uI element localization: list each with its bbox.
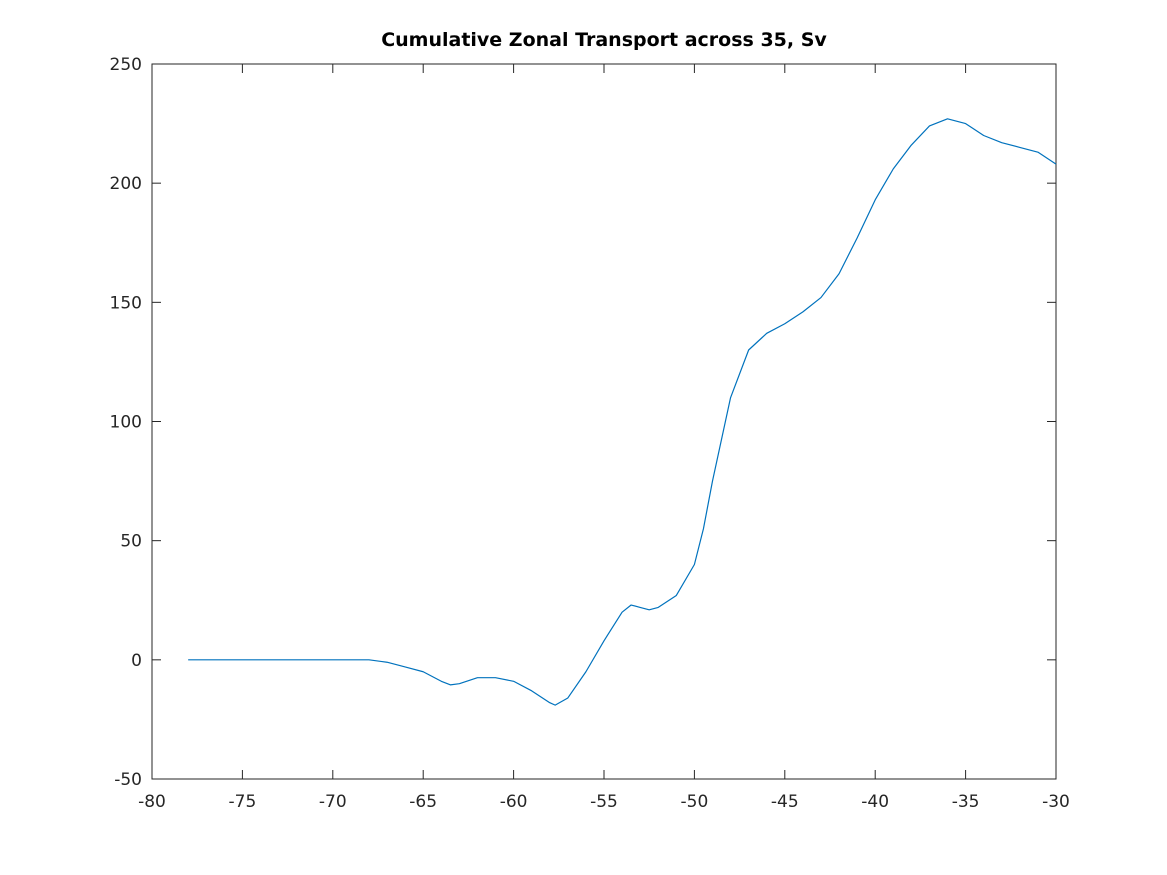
data-line: [188, 118, 1057, 706]
y-tick-label: 0: [131, 651, 142, 671]
x-tick-label: -35: [952, 792, 980, 812]
y-tick-label: 250: [110, 55, 142, 75]
y-tick-label: -50: [114, 770, 142, 790]
x-tick-label: -70: [319, 792, 347, 812]
chart-title: Cumulative Zonal Transport across 35, Sv: [381, 29, 827, 51]
x-tick-label: -40: [861, 792, 889, 812]
y-tick-label: 50: [120, 532, 142, 552]
x-tick-label: -65: [409, 792, 437, 812]
x-tick-label: -60: [500, 792, 528, 812]
x-tick-label: -75: [229, 792, 257, 812]
x-tick-label: -80: [138, 792, 166, 812]
x-tick-label: -45: [771, 792, 799, 812]
y-tick-label: 200: [110, 174, 142, 194]
y-tick-label: 100: [110, 413, 142, 433]
x-tick-label: -30: [1042, 792, 1070, 812]
y-tick-label: 150: [110, 293, 142, 313]
axes-box: [151, 63, 1057, 780]
x-tick-label: -55: [590, 792, 618, 812]
x-tick-label: -50: [681, 792, 709, 812]
